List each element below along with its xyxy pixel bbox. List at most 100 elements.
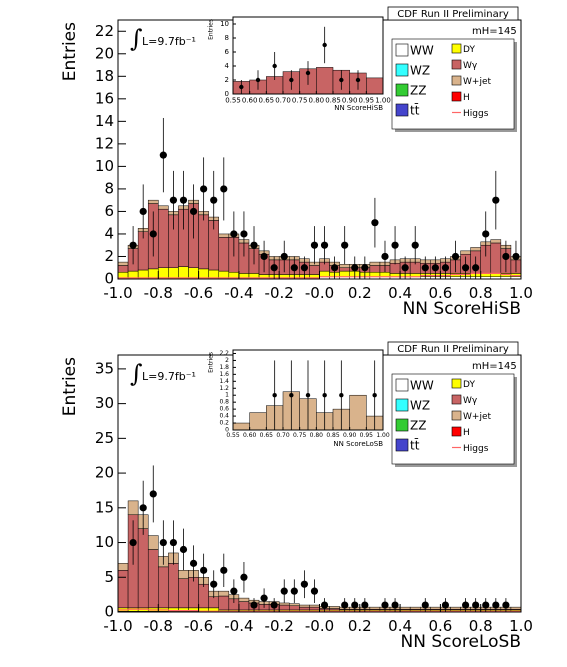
data-point [421,601,429,609]
legend-swatch [395,103,409,117]
plot-frame [232,16,384,95]
data-point [461,601,470,609]
data-point [351,601,359,609]
data-point [355,77,361,83]
x-axis-label: NN ScoreHiSB [334,104,383,112]
data-point [411,241,419,249]
stack-segment [168,563,179,609]
stack-segment [117,271,129,279]
x-tick-label: 0.75 [292,97,308,105]
stack-segment [158,267,169,279]
x-tick-label: 0.70 [276,432,290,439]
data-point [305,393,311,398]
x-tick-label: 0.85 [326,432,340,439]
data-point [502,601,510,609]
data-point [441,264,450,272]
x-tick-label: 0.6 [428,284,452,302]
lumi-label: L=9.7fb⁻¹ [142,370,196,383]
y-axis-label: Entries [208,352,215,373]
data-point [381,601,389,609]
title-box [387,341,519,356]
data-point [240,230,248,238]
stack-segment [218,237,230,272]
stack-segment [238,273,250,279]
y-tick-label: 30 [95,394,114,412]
legend-swatch [451,378,462,389]
x-tick-label: -0.8 [144,617,173,635]
legend-swatch [451,91,462,102]
stack-segment [470,247,481,252]
data-point [320,241,329,249]
legend-swatch [395,83,409,97]
y-tick-label: 15 [95,498,114,516]
stack-segment [409,606,421,610]
stack-segment [198,214,209,270]
stack-segment [430,606,441,610]
stack-segment [379,271,391,277]
y-tick-label: 6 [225,48,230,56]
stack-segment [299,604,310,608]
data-point [502,252,510,261]
y-tick-label: 0.4 [219,413,229,420]
data-point [322,42,327,48]
lumi-label: L=9.7fb⁻¹ [142,35,196,48]
stack-segment [218,270,230,279]
stack-segment [158,205,169,210]
stack-segment [339,267,350,272]
stack-segment [510,606,522,610]
stack-segment [369,606,381,610]
lumi-integral: ∫ [130,360,143,388]
stack-segment [309,604,320,608]
x-tick-label: 0.85 [325,97,341,105]
data-point [322,393,327,398]
y-tick-label: 1.8 [219,364,229,371]
stack-segment [238,601,250,611]
stack-segment [117,570,129,609]
stack-segment [490,239,502,244]
stack-segment [339,270,350,277]
x-tick-label: -0.6 [184,284,213,302]
stack-segment [188,577,199,609]
stack-segment [399,606,411,610]
stack-segment [248,273,260,279]
data-point [129,241,137,249]
data-point [431,264,439,272]
legend-swatch [395,398,409,412]
x-tick-label: -1.0 [103,284,132,302]
stack-segment [208,269,220,279]
stack-segment [158,208,169,268]
stack-segment [218,590,230,597]
histogram-bar [349,394,367,431]
stack-segment [117,265,129,273]
x-tick-label: 0.95 [360,432,374,439]
legend-swatch [451,426,462,437]
data-point [139,504,147,512]
data-point [289,77,294,83]
stack-segment [490,242,502,274]
data-point [129,538,137,547]
data-point [149,490,157,498]
stack-segment [147,549,159,609]
x-tick-label: 0.2 [348,284,372,302]
data-point [260,252,268,261]
x-tick-label: 0.8 [469,617,493,635]
x-tick-label: 0.4 [388,617,412,635]
data-point [310,241,319,249]
y-tick-label: 5 [104,568,114,586]
y-tick-label: 20 [95,464,114,482]
y-tick-label: 2 [104,247,114,265]
stack-segment [389,262,401,274]
y-tick-label: 0.8 [219,399,229,406]
data-point [280,252,288,261]
chart-title: CDF Run II Preliminary [397,344,509,355]
x-tick-label: -1.0 [103,617,132,635]
x-tick-label: 0.60 [242,97,258,105]
legend-swatch [395,438,409,452]
legend-label: WZ [410,399,430,413]
y-axis-label: Entries [208,19,215,40]
legend-label: ZZ [410,419,426,433]
data-point [169,538,178,547]
data-point [230,587,238,595]
data-point [391,601,399,609]
stack-segment [147,268,159,279]
